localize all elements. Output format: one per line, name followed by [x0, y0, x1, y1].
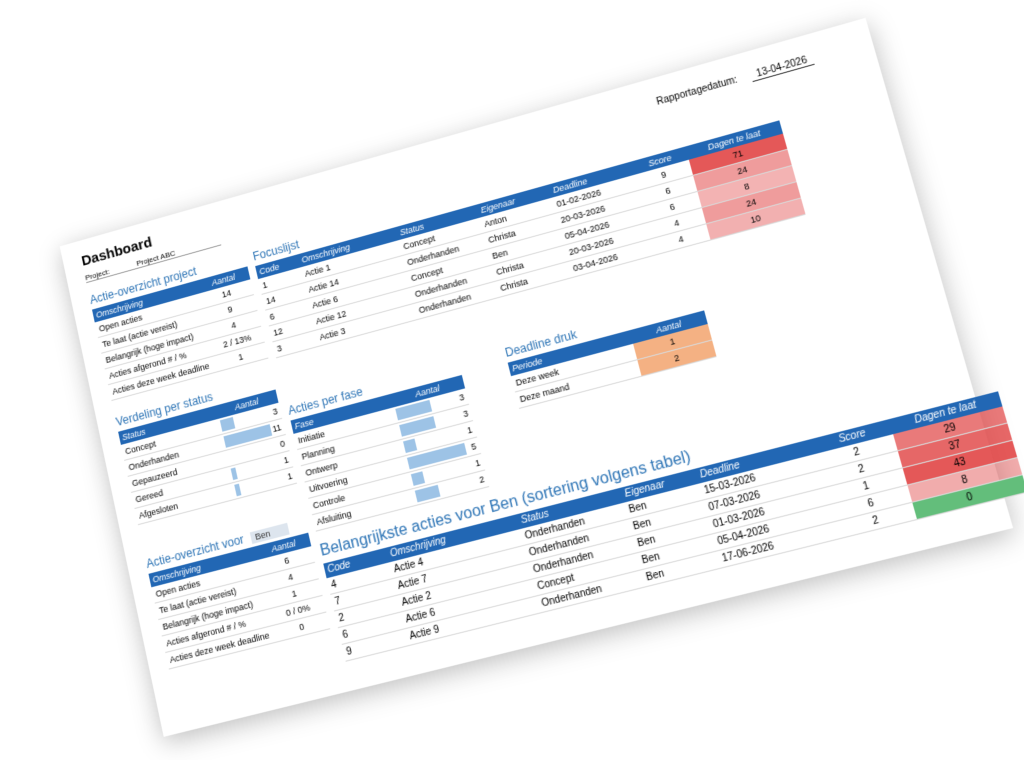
cell-value: 11	[271, 422, 283, 435]
data-bar	[230, 467, 238, 481]
data-bar	[227, 452, 230, 464]
data-bar	[410, 471, 426, 486]
section: Actie-overzicht voor Ben Omschrijving Aanta…	[145, 516, 331, 670]
data-bar	[219, 417, 235, 432]
data-bar	[403, 438, 418, 454]
cell-value: 3	[462, 408, 470, 420]
section: Focuslijst Code Omschrijving Status Eigenaar…	[252, 104, 806, 358]
cell-value: 1	[474, 457, 482, 469]
project-label: Project:	[84, 267, 111, 283]
section: Acties per fase Fase Aantal Initiatie 3 Plann…	[287, 359, 490, 532]
cell-value: 2	[478, 474, 486, 486]
dashboard-sheet: Dashboard Project:Project ABC Rapportage…	[59, 17, 1024, 737]
cell-value: 3	[271, 406, 279, 417]
cell-value: 0	[279, 438, 286, 450]
report-date-label: Rapportagedatum:	[655, 74, 739, 108]
data-bar	[414, 484, 441, 503]
cell-value: 3	[458, 391, 466, 403]
cell-value: 1	[282, 454, 290, 466]
section: Verdeling per status Status Aantal Concept 3…	[115, 373, 297, 525]
cell-value: 1	[286, 470, 294, 482]
report-date-value: 13-04-2026	[749, 53, 815, 83]
section: Deadline druk Periode Aantal Deze week 1 Deze…	[504, 294, 717, 409]
data-bar	[234, 483, 241, 497]
cell-value: 5	[470, 441, 478, 453]
cell-value: 1	[466, 424, 474, 436]
report-date: Rapportagedatum: 13-04-2026	[655, 53, 815, 108]
